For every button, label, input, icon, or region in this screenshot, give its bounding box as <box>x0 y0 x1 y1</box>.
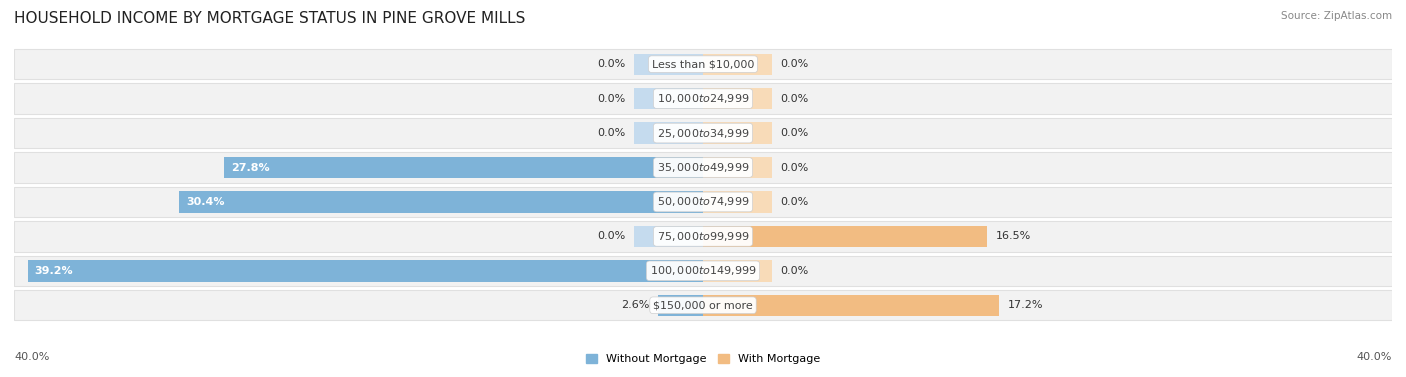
Bar <box>634 123 703 144</box>
Text: $50,000 to $74,999: $50,000 to $74,999 <box>657 195 749 208</box>
Text: $150,000 or more: $150,000 or more <box>654 300 752 310</box>
Bar <box>14 290 1392 320</box>
Text: $35,000 to $49,999: $35,000 to $49,999 <box>657 161 749 174</box>
Text: 40.0%: 40.0% <box>1357 352 1392 362</box>
Text: 0.0%: 0.0% <box>780 162 808 173</box>
Bar <box>14 221 1392 251</box>
Bar <box>180 191 703 213</box>
Text: 0.0%: 0.0% <box>780 59 808 69</box>
Bar <box>224 157 703 178</box>
Bar <box>703 294 1000 316</box>
Bar <box>14 256 1392 286</box>
Bar <box>658 294 703 316</box>
Bar <box>634 88 703 109</box>
Bar <box>634 226 703 247</box>
Text: 27.8%: 27.8% <box>231 162 270 173</box>
Bar <box>14 49 1392 79</box>
Bar <box>634 54 703 75</box>
Text: 39.2%: 39.2% <box>35 266 73 276</box>
Text: $10,000 to $24,999: $10,000 to $24,999 <box>657 92 749 105</box>
Bar <box>703 54 772 75</box>
Text: 2.6%: 2.6% <box>621 300 650 310</box>
Bar <box>703 260 772 282</box>
Text: 0.0%: 0.0% <box>598 128 626 138</box>
Text: $25,000 to $34,999: $25,000 to $34,999 <box>657 127 749 139</box>
Bar <box>28 260 703 282</box>
Bar <box>703 123 772 144</box>
Text: $100,000 to $149,999: $100,000 to $149,999 <box>650 264 756 277</box>
Text: 16.5%: 16.5% <box>995 231 1031 241</box>
Text: 30.4%: 30.4% <box>186 197 225 207</box>
Bar <box>703 226 987 247</box>
Text: HOUSEHOLD INCOME BY MORTGAGE STATUS IN PINE GROVE MILLS: HOUSEHOLD INCOME BY MORTGAGE STATUS IN P… <box>14 11 526 26</box>
Text: 0.0%: 0.0% <box>598 59 626 69</box>
Text: $75,000 to $99,999: $75,000 to $99,999 <box>657 230 749 243</box>
Text: 0.0%: 0.0% <box>598 93 626 104</box>
Bar <box>14 83 1392 114</box>
Text: 40.0%: 40.0% <box>14 352 49 362</box>
Bar <box>703 191 772 213</box>
Bar <box>14 152 1392 183</box>
Text: Less than $10,000: Less than $10,000 <box>652 59 754 69</box>
Bar <box>703 88 772 109</box>
Bar <box>14 118 1392 148</box>
Legend: Without Mortgage, With Mortgage: Without Mortgage, With Mortgage <box>582 349 824 369</box>
Text: 17.2%: 17.2% <box>1008 300 1043 310</box>
Text: 0.0%: 0.0% <box>598 231 626 241</box>
Text: 0.0%: 0.0% <box>780 266 808 276</box>
Text: 0.0%: 0.0% <box>780 128 808 138</box>
Text: 0.0%: 0.0% <box>780 197 808 207</box>
Bar <box>14 187 1392 217</box>
Text: 0.0%: 0.0% <box>780 93 808 104</box>
Bar <box>703 157 772 178</box>
Text: Source: ZipAtlas.com: Source: ZipAtlas.com <box>1281 11 1392 21</box>
